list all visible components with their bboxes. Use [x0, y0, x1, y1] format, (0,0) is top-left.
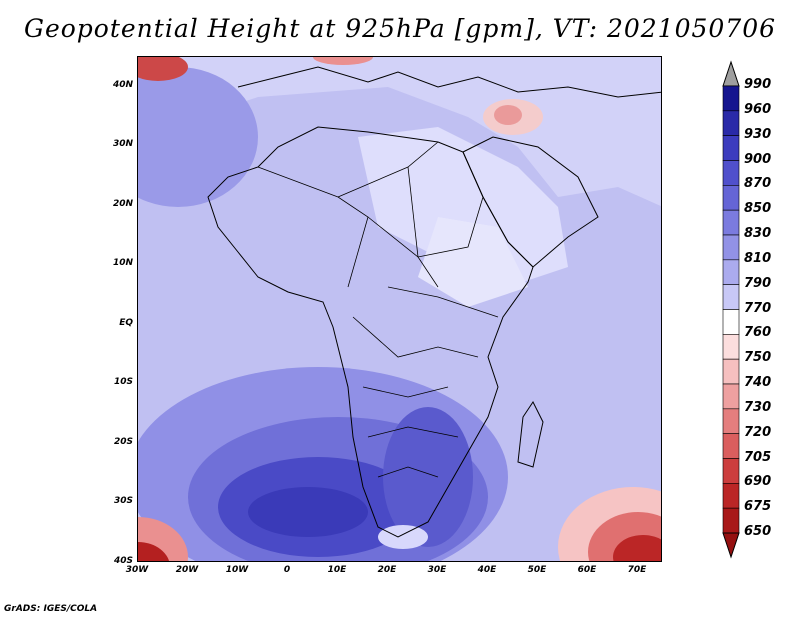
- credit-text: GrADS: IGES/COLA: [4, 604, 98, 614]
- europe-coast: [237, 66, 661, 98]
- lon-tick-label: 30W: [125, 565, 149, 575]
- colorbar-label: 740: [744, 375, 772, 390]
- colorbar-swatch: [722, 209, 740, 236]
- colorbar-label: 760: [744, 325, 772, 341]
- arabia-outline: [462, 136, 599, 268]
- colorbar-swatch: [722, 85, 740, 112]
- lon-tick-label: 10W: [225, 565, 249, 575]
- lon-tick-label: 20E: [377, 565, 397, 575]
- lon-tick-label: 20W: [175, 565, 199, 575]
- plot-title: Geopotential Height at 925hPa [gpm], VT:…: [23, 14, 777, 43]
- lat-tick-label: 20N: [112, 198, 133, 209]
- madagascar-outline: [517, 401, 544, 468]
- colorbar-swatch: [722, 383, 740, 410]
- lon-tick-label: 70E: [627, 565, 647, 575]
- colorbar-label: 900: [744, 151, 772, 167]
- colorbar-label: 990: [744, 77, 772, 92]
- lon-tick-label: 60E: [577, 565, 597, 575]
- field-zone: [494, 105, 522, 125]
- colorbar-swatch: [722, 284, 740, 310]
- colorbar-swatch: [722, 483, 740, 509]
- field-zone: [138, 57, 661, 207]
- lat-tick-label: 30S: [113, 496, 133, 507]
- field-zone: [138, 67, 258, 207]
- lat-tick-label: 30N: [112, 139, 133, 150]
- colorbar-label: 830: [744, 226, 772, 241]
- colorbar-swatch: [722, 259, 740, 285]
- field-zone: [378, 525, 428, 549]
- field-zone: [418, 217, 528, 307]
- lat-tick-label: EQ: [119, 317, 133, 328]
- field-zone: [138, 542, 170, 561]
- colorbar-label: 770: [744, 300, 772, 316]
- lon-tick-label: 30E: [427, 565, 447, 575]
- lon-tick-label: 40E: [477, 565, 497, 575]
- colorbar-swatch: [722, 408, 740, 434]
- lat-tick-label: 40N: [112, 79, 133, 90]
- colorbar-label: 650: [744, 524, 772, 539]
- field-zone: [383, 407, 473, 547]
- lat-tick-label: 10N: [112, 258, 133, 269]
- map-panel: [137, 56, 662, 562]
- colorbar-label: 690: [744, 474, 772, 490]
- colorbar-bottom-arrow: [722, 532, 740, 559]
- field-zone: [358, 127, 568, 287]
- field-zone: [613, 535, 661, 561]
- colorbar-swatch: [722, 358, 740, 385]
- geopotential-map: [138, 57, 661, 561]
- colorbar-swatch: [722, 433, 740, 459]
- lon-tick-label: 0: [283, 565, 291, 575]
- lon-tick-label: 50E: [527, 565, 547, 575]
- field-zone: [138, 57, 188, 81]
- lon-tick-label: 10E: [327, 565, 347, 575]
- colorbar-label: 750: [744, 350, 772, 366]
- colorbar-label: 730: [744, 399, 772, 415]
- lat-tick-label: 40S: [113, 556, 133, 566]
- colorbar-swatch: [722, 135, 740, 161]
- colorbar-label: 870: [744, 176, 772, 192]
- colorbar-swatch: [722, 185, 740, 211]
- colorbar-label: 930: [744, 126, 772, 142]
- colorbar-label: 850: [744, 201, 772, 217]
- field-zone: [248, 487, 368, 537]
- colorbar-label: 790: [744, 275, 772, 291]
- colorbar-label: 810: [744, 250, 772, 266]
- colorbar-label: 720: [744, 424, 772, 440]
- colorbar-label: 705: [744, 449, 772, 465]
- colorbar-top-arrow: [722, 60, 740, 87]
- lat-tick-label: 10S: [113, 377, 133, 388]
- colorbar-swatch: [722, 458, 740, 484]
- colorbar-swatch: [722, 309, 740, 335]
- colorbar-label: 960: [744, 101, 772, 117]
- colorbar-label: 675: [744, 499, 772, 515]
- colorbar-swatch: [722, 334, 740, 360]
- colorbar-swatch: [722, 507, 740, 534]
- colorbar-swatch: [722, 160, 740, 186]
- lat-tick-label: 20S: [113, 436, 133, 447]
- colorbar-swatch: [722, 234, 740, 261]
- country-borders: [257, 141, 499, 478]
- field-zone: [313, 57, 373, 65]
- colorbar-swatch: [722, 110, 740, 136]
